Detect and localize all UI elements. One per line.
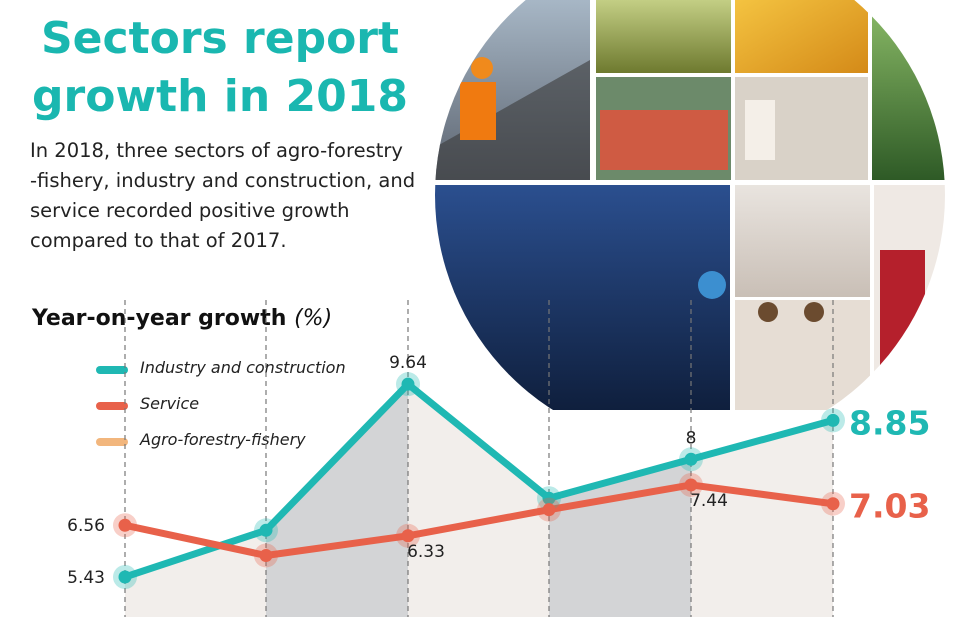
photo-corn xyxy=(735,0,868,73)
chart-band xyxy=(691,420,833,617)
point-industry xyxy=(684,452,698,466)
intro-paragraph: In 2018, three sectors of agro-forestry … xyxy=(30,136,430,256)
intro-line: compared to that of 2017. xyxy=(30,229,287,252)
chart-unit: (%) xyxy=(294,306,333,331)
point-service xyxy=(259,548,273,562)
point-industry xyxy=(259,523,273,537)
intro-line: service recorded positive growth xyxy=(30,199,350,222)
point-industry xyxy=(401,377,415,391)
data-label: 8 xyxy=(686,428,697,448)
legend-swatch-industry xyxy=(96,366,128,374)
title-line-2: growth in 2018 xyxy=(32,71,408,122)
data-label: 5.43 xyxy=(67,568,105,588)
data-label: 7.03 xyxy=(849,487,930,526)
legend-swatch-service xyxy=(96,402,128,410)
data-label: 8.85 xyxy=(849,403,930,442)
point-industry xyxy=(542,491,556,505)
data-label: 7.44 xyxy=(690,491,728,511)
legend-label: Industry and construction xyxy=(140,358,346,377)
point-service xyxy=(542,503,556,517)
point-industry xyxy=(118,570,132,584)
page-title: Sectors report growth in 2018 xyxy=(30,10,410,126)
chart-title-text: Year-on-year growth xyxy=(32,306,287,331)
legend-label: Service xyxy=(140,394,200,413)
series-line-industry xyxy=(121,380,837,581)
intro-line: -fishery, industry and construction, and xyxy=(30,169,416,192)
point-service xyxy=(826,497,840,511)
data-label: 6.33 xyxy=(407,542,445,562)
chart-band xyxy=(266,384,408,617)
data-label: 6.56 xyxy=(67,516,105,536)
data-label: 9.64 xyxy=(389,353,427,373)
chart-band xyxy=(549,459,691,617)
chart-band xyxy=(408,384,549,617)
title-line-1: Sectors report xyxy=(40,13,400,64)
chart-band xyxy=(125,530,266,617)
legend-label: Agro-forestry-fishery xyxy=(140,430,306,449)
legend-swatch-agro xyxy=(96,438,128,446)
point-industry xyxy=(826,413,840,427)
chart-title: Year-on-year growth (%) xyxy=(32,306,332,331)
photo-reception xyxy=(735,300,870,410)
point-service xyxy=(118,518,132,532)
point-service xyxy=(401,529,415,543)
intro-line: In 2018, three sectors of agro-forestry xyxy=(30,139,403,162)
photo-rice-field xyxy=(596,0,731,73)
series-line-service xyxy=(121,481,837,559)
photo-office xyxy=(735,185,870,297)
point-service xyxy=(684,478,698,492)
